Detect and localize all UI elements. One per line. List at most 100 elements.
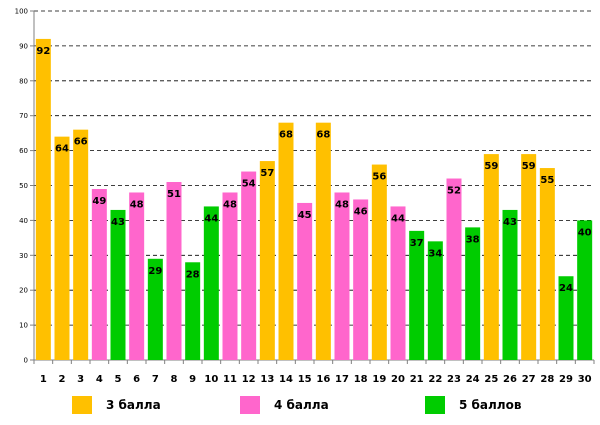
x-tick-label-21: 21 [410,374,424,385]
y-tick-label: 20 [19,287,28,295]
x-tick-label-20: 20 [391,374,405,385]
bar-5 [110,209,126,360]
bar-15 [297,202,313,360]
bar-20 [390,206,406,360]
x-tick-label-27: 27 [522,374,536,385]
bar-11 [222,192,238,360]
y-tick-label: 50 [19,182,28,190]
y-tick-label: 100 [15,8,28,16]
data-label-6: 48 [130,199,144,210]
bar-4 [91,188,107,360]
data-label-15: 45 [298,210,312,221]
y-tick-label: 10 [19,322,28,330]
legend-swatch-4 [240,396,260,414]
y-tick-label: 60 [19,147,28,155]
x-tick-label-9: 9 [189,374,196,385]
x-tick-label-3: 3 [77,374,84,385]
x-tick-label-19: 19 [372,374,386,385]
bar-26 [502,209,518,360]
x-tick-label-10: 10 [204,374,218,385]
bar-25 [483,154,499,360]
bar-9 [185,262,201,360]
x-tick-label-15: 15 [298,374,312,385]
data-label-19: 56 [372,172,386,183]
data-label-7: 29 [148,266,162,277]
x-tick-label-7: 7 [152,374,159,385]
bar-6 [129,192,145,360]
x-tick-label-16: 16 [316,374,330,385]
bar-1 [35,38,51,361]
y-tick-label: 80 [19,77,28,85]
legend-item-5: 5 баллов [425,396,521,414]
bar-8 [166,182,182,360]
bar-21 [409,230,425,360]
y-tick-label: 40 [19,217,28,225]
x-tick-label-30: 30 [578,374,592,385]
x-tick-label-12: 12 [242,374,256,385]
bar-30 [577,220,593,360]
x-tick-label-6: 6 [133,374,140,385]
legend-swatch-5 [425,396,445,414]
data-label-14: 68 [279,130,293,141]
bar-22 [427,241,443,360]
x-tick-label-5: 5 [115,374,122,385]
legend-item-4: 4 балла [240,396,329,414]
bar-19 [371,164,387,360]
data-label-13: 57 [260,168,274,179]
y-tick-label: 70 [19,112,28,120]
data-label-18: 46 [354,206,368,217]
data-label-3: 66 [74,137,88,148]
x-tick-label-18: 18 [354,374,368,385]
x-tick-label-8: 8 [171,374,178,385]
data-label-24: 38 [466,234,480,245]
data-label-29: 24 [559,283,573,294]
y-tick-label: 0 [24,357,28,365]
bar-13 [259,161,275,360]
bar-27 [521,154,537,360]
x-tick-label-13: 13 [260,374,274,385]
data-label-12: 54 [242,179,256,190]
data-label-23: 52 [447,186,461,197]
bar-16 [315,122,331,361]
x-tick-label-4: 4 [96,374,103,385]
data-label-9: 28 [186,269,200,280]
bar-17 [334,192,350,360]
y-tick-label: 90 [19,42,28,50]
bar-2 [54,136,70,360]
bar-18 [353,199,369,360]
x-tick-label-24: 24 [466,374,480,385]
x-tick-label-14: 14 [279,374,293,385]
x-tick-label-11: 11 [223,374,237,385]
data-label-26: 43 [503,217,517,228]
data-label-11: 48 [223,199,237,210]
data-label-16: 68 [316,130,330,141]
data-label-21: 37 [410,238,424,249]
data-label-10: 44 [204,213,218,224]
legend-label-3: 3 балла [106,398,161,412]
data-label-28: 55 [540,175,554,186]
bar-28 [539,168,555,360]
bar-23 [446,178,462,360]
x-tick-label-22: 22 [428,374,442,385]
data-label-30: 40 [578,227,592,238]
x-tick-label-28: 28 [540,374,554,385]
data-label-22: 34 [428,248,442,259]
legend-item-3: 3 балла [72,396,161,414]
bar-14 [278,122,294,361]
data-label-20: 44 [391,213,405,224]
x-tick-label-2: 2 [59,374,66,385]
legend-label-5: 5 баллов [459,398,522,412]
bar-10 [203,206,219,360]
x-tick-label-17: 17 [335,374,349,385]
data-label-5: 43 [111,217,125,228]
x-tick-label-1: 1 [40,374,47,385]
data-label-2: 64 [55,144,69,155]
y-tick-label: 30 [19,252,28,260]
data-label-25: 59 [484,161,498,172]
data-label-1: 92 [36,46,50,57]
bar-3 [73,129,89,360]
data-label-8: 51 [167,189,181,200]
legend-label-4: 4 балла [274,398,329,412]
bar-12 [241,171,257,360]
